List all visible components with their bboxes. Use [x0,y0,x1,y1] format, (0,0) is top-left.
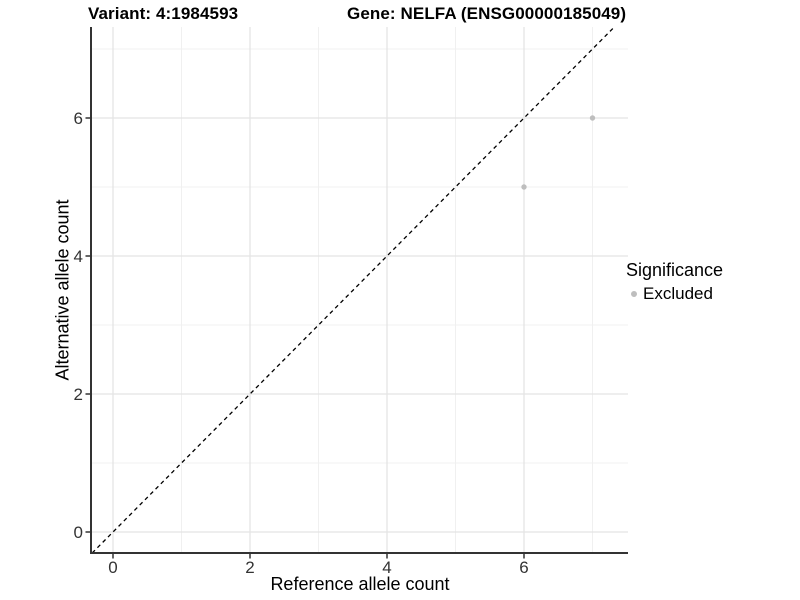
y-tick-label: 0 [74,523,83,542]
x-axis-label: Reference allele count [270,574,450,594]
data-point [521,184,527,190]
x-tick-label: 6 [519,558,528,577]
legend: Significance Excluded [626,260,723,304]
y-axis-label: Alternative allele count [52,199,73,381]
y-tick-label: 2 [74,385,83,404]
plot-title-gene: Gene: NELFA (ENSG00000185049) [347,4,627,23]
x-tick-label: 2 [245,558,254,577]
legend-item-label: Excluded [643,284,713,303]
legend-key-dot-icon [631,291,637,297]
y-tick-label: 6 [74,109,83,128]
identity-dashed-line [91,26,615,554]
plot-title-variant: Variant: 4:1984593 [88,4,239,23]
x-tick-label: 0 [108,558,117,577]
y-tick-label: 4 [74,247,83,266]
x-tick-label: 4 [382,558,391,577]
legend-item-excluded: Excluded [626,284,723,304]
legend-title: Significance [626,260,724,280]
data-point [589,115,596,121]
